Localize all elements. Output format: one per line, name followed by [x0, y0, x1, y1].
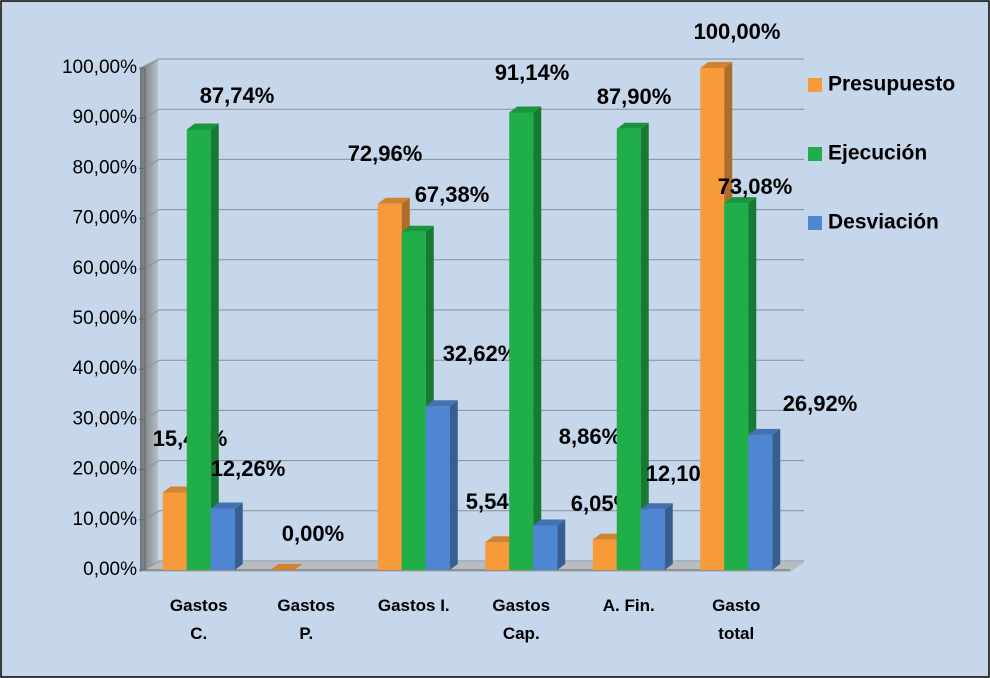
y-tick-label: 50,00% — [73, 308, 138, 329]
legend-label: Presupuesto — [828, 73, 955, 96]
data-label: 72,96% — [348, 141, 423, 166]
bar-face — [425, 406, 450, 570]
bar-face — [616, 128, 641, 570]
bar-face — [533, 519, 566, 526]
bar-face — [724, 203, 749, 570]
bar-face — [509, 112, 534, 570]
bar-face — [772, 428, 781, 570]
y-tick-label: 40,00% — [73, 358, 138, 379]
x-tick-label: Gastos Cap. — [492, 596, 551, 643]
x-tick-label: Gastos C. — [169, 596, 228, 643]
bar-face — [700, 62, 733, 68]
grid-line — [144, 108, 804, 119]
bar-face — [533, 525, 558, 570]
grid-line — [144, 259, 804, 270]
bar-face — [401, 225, 434, 232]
data-label: 87,74% — [200, 83, 275, 108]
bar — [616, 122, 649, 570]
x-tick-label: A. Fin. — [602, 596, 655, 615]
bar-face — [210, 123, 219, 570]
bar — [210, 502, 243, 570]
bar-face — [640, 503, 673, 510]
grid-line — [144, 560, 804, 571]
bar-face — [485, 542, 510, 570]
x-tick-label: Gastos I. — [377, 596, 450, 615]
legend-swatch — [808, 78, 822, 92]
bar-face — [270, 564, 303, 570]
bar-face — [616, 122, 649, 129]
bar-face — [592, 539, 617, 570]
side-wall — [140, 58, 158, 572]
grid-line — [144, 510, 804, 521]
grid-line — [144, 460, 804, 471]
data-label: 91,14% — [495, 60, 570, 85]
bar — [748, 428, 781, 570]
bar — [270, 564, 303, 570]
bar-face — [664, 503, 673, 570]
bar-face — [210, 502, 243, 509]
bar-face — [186, 123, 219, 130]
bar-face — [748, 428, 781, 435]
x-tick-label: Gastos P. — [277, 596, 336, 643]
bar-face — [377, 197, 410, 204]
legend-label: Ejecución — [828, 142, 927, 165]
bar-face — [234, 502, 243, 570]
y-tick-label: 30,00% — [73, 408, 138, 429]
bar-face — [401, 231, 426, 571]
grid-line — [144, 158, 804, 169]
y-tick-label: 0,00% — [83, 559, 137, 580]
y-tick-label: 60,00% — [73, 258, 138, 279]
bar-face — [509, 106, 542, 113]
bar-face — [700, 68, 725, 570]
bar-face — [449, 400, 458, 570]
grid-line — [144, 58, 804, 69]
bar — [425, 400, 458, 570]
x-tick-label: Gasto total — [712, 596, 761, 643]
data-label: 67,38% — [415, 182, 490, 207]
bar-face — [210, 508, 235, 570]
bar-face — [377, 203, 402, 571]
bar-face — [425, 400, 458, 407]
bar-face — [557, 519, 566, 570]
y-tick-label: 10,00% — [73, 509, 138, 530]
legend-label: Desviación — [828, 211, 939, 234]
grid-line — [144, 359, 804, 370]
data-label: 12,26% — [211, 456, 286, 481]
legend-swatch — [808, 147, 822, 161]
bar-face — [533, 106, 542, 570]
data-label: 8,86% — [559, 424, 621, 449]
data-label: 0,00% — [282, 521, 344, 546]
bar — [640, 503, 673, 570]
bar — [509, 106, 542, 570]
grid-line — [144, 409, 804, 420]
bar-face — [640, 122, 649, 570]
bar-face — [640, 509, 665, 570]
bar-face — [162, 492, 187, 570]
bar-face — [724, 197, 757, 204]
data-label: 73,08% — [718, 174, 793, 199]
grid-line — [144, 309, 804, 320]
bar — [186, 123, 219, 570]
y-tick-label: 80,00% — [73, 157, 138, 178]
legend-swatch — [808, 216, 822, 230]
bar-face — [186, 129, 211, 570]
bar-face — [748, 434, 773, 570]
y-tick-label: 90,00% — [73, 107, 138, 128]
y-tick-label: 20,00% — [73, 459, 138, 480]
data-label: 32,62% — [443, 341, 518, 366]
data-label: 87,90% — [597, 84, 672, 109]
data-label: 100,00% — [694, 19, 781, 44]
data-label: 26,92% — [783, 391, 858, 416]
y-tick-label: 100,00% — [62, 57, 137, 78]
y-tick-label: 70,00% — [73, 208, 138, 229]
bar — [533, 519, 566, 570]
grid-line — [144, 209, 804, 220]
